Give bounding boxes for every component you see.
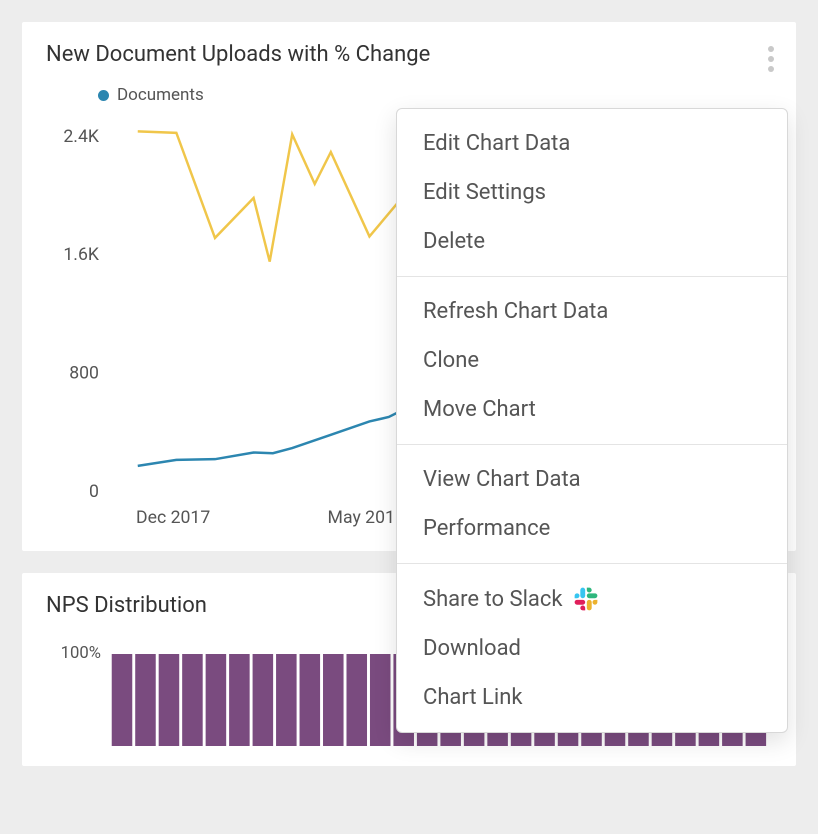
menu-group: Refresh Chart Data Clone Move Chart: [397, 277, 787, 445]
menu-item-edit-chart-data[interactable]: Edit Chart Data: [397, 119, 787, 168]
svg-text:1.6K: 1.6K: [63, 244, 99, 265]
menu-item-label: Download: [423, 636, 521, 661]
svg-text:100%: 100%: [61, 643, 101, 663]
kebab-menu-button[interactable]: [764, 42, 778, 76]
svg-text:800: 800: [69, 362, 99, 383]
menu-item-download[interactable]: Download: [397, 624, 787, 673]
menu-group: View Chart Data Performance: [397, 445, 787, 564]
menu-item-label: Refresh Chart Data: [423, 299, 608, 324]
svg-text:May 2018: May 2018: [328, 507, 405, 528]
legend-dot-icon: [98, 90, 109, 101]
menu-item-label: Move Chart: [423, 397, 536, 422]
menu-item-label: Performance: [423, 516, 550, 541]
legend-label: Documents: [117, 85, 204, 105]
menu-item-label: Clone: [423, 348, 479, 373]
menu-item-label: View Chart Data: [423, 467, 581, 492]
svg-text:2.4K: 2.4K: [63, 126, 99, 147]
menu-item-chart-link[interactable]: Chart Link: [397, 673, 787, 722]
menu-item-share-to-slack[interactable]: Share to Slack: [397, 574, 787, 624]
menu-item-performance[interactable]: Performance: [397, 504, 787, 553]
menu-item-clone[interactable]: Clone: [397, 336, 787, 385]
menu-item-label: Delete: [423, 229, 485, 254]
menu-item-view-chart-data[interactable]: View Chart Data: [397, 455, 787, 504]
menu-group: Edit Chart Data Edit Settings Delete: [397, 109, 787, 277]
menu-item-edit-settings[interactable]: Edit Settings: [397, 168, 787, 217]
svg-text:0: 0: [89, 481, 99, 502]
chart-legend: Documents: [98, 85, 772, 105]
chart-title: New Document Uploads with % Change: [46, 42, 772, 67]
menu-item-label: Edit Chart Data: [423, 131, 570, 156]
menu-item-delete[interactable]: Delete: [397, 217, 787, 266]
menu-group: Share to Slack Download Chart Link: [397, 564, 787, 732]
menu-item-move-chart[interactable]: Move Chart: [397, 385, 787, 434]
svg-text:Dec 2017: Dec 2017: [136, 507, 210, 528]
menu-item-label: Chart Link: [423, 685, 523, 710]
menu-item-refresh-chart-data[interactable]: Refresh Chart Data: [397, 287, 787, 336]
slack-icon: [573, 586, 599, 612]
chart-context-menu: Edit Chart Data Edit Settings Delete Refres…: [396, 108, 788, 733]
menu-item-label: Share to Slack: [423, 587, 563, 612]
menu-item-label: Edit Settings: [423, 180, 546, 205]
